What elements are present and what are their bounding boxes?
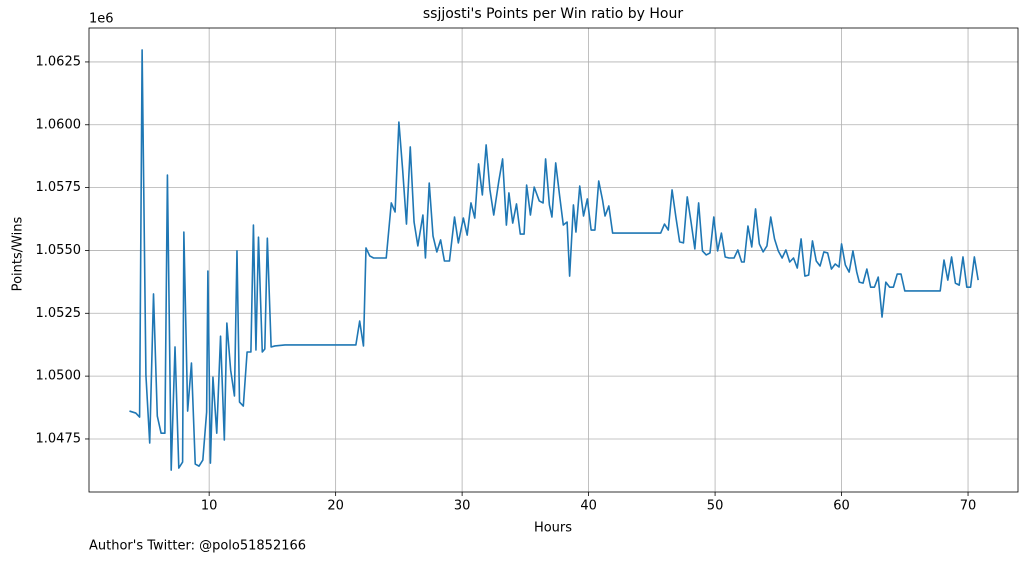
x-tick-label: 30	[454, 499, 471, 514]
x-tick-label: 60	[833, 499, 850, 514]
chart-title: ssjjosti's Points per Win ratio by Hour	[423, 6, 683, 22]
y-tick-label: 1.0600	[36, 117, 82, 132]
x-axis-label: Hours	[534, 521, 572, 536]
y-offset-label: 1e6	[89, 12, 114, 27]
x-tick-label: 50	[707, 499, 724, 514]
y-tick-label: 1.0550	[36, 243, 82, 258]
y-tick-label: 1.0525	[36, 306, 82, 321]
footnote: Author's Twitter: @polo51852166	[89, 539, 306, 554]
y-axis-label: Points/Wins	[11, 216, 26, 291]
y-tick-label: 1.0500	[36, 369, 82, 384]
y-tick-label: 1.0575	[36, 180, 82, 195]
y-tick-label: 1.0625	[36, 54, 82, 69]
x-tick-label: 20	[327, 499, 344, 514]
data-line	[129, 49, 979, 471]
x-tick-label: 70	[960, 499, 977, 514]
plot-frame	[88, 27, 1019, 493]
y-tick-label: 1.0475	[36, 431, 82, 446]
x-tick-label: 40	[580, 499, 597, 514]
x-tick-label: 10	[201, 499, 218, 514]
